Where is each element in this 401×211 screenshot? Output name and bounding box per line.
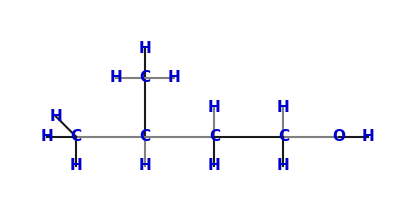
Text: H: H	[70, 158, 83, 173]
Text: C: C	[71, 129, 82, 144]
Text: H: H	[168, 70, 180, 85]
Text: C: C	[278, 129, 289, 144]
Text: H: H	[277, 100, 290, 115]
Text: H: H	[277, 158, 290, 173]
Text: C: C	[140, 70, 151, 85]
Text: H: H	[208, 100, 221, 115]
Text: H: H	[110, 70, 123, 85]
Text: H: H	[139, 41, 152, 56]
Text: C: C	[140, 129, 151, 144]
Text: H: H	[41, 129, 53, 144]
Text: O: O	[332, 129, 345, 144]
Text: H: H	[208, 158, 221, 173]
Text: H: H	[361, 129, 374, 144]
Text: C: C	[209, 129, 220, 144]
Text: H: H	[139, 158, 152, 173]
Text: H: H	[49, 109, 62, 124]
